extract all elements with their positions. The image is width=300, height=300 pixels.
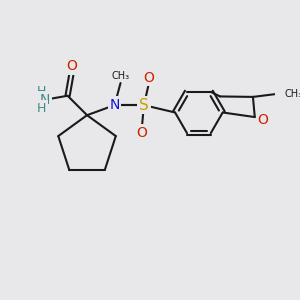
Text: CH₃: CH₃ <box>284 89 300 99</box>
Text: S: S <box>139 98 149 113</box>
Text: N: N <box>40 93 50 107</box>
Text: H: H <box>37 85 46 98</box>
Text: CH₃: CH₃ <box>112 71 130 81</box>
Text: O: O <box>143 71 154 85</box>
Text: N: N <box>110 98 120 112</box>
Text: O: O <box>66 59 77 73</box>
Text: O: O <box>258 113 268 127</box>
Text: O: O <box>136 126 148 140</box>
Text: H: H <box>37 102 46 115</box>
